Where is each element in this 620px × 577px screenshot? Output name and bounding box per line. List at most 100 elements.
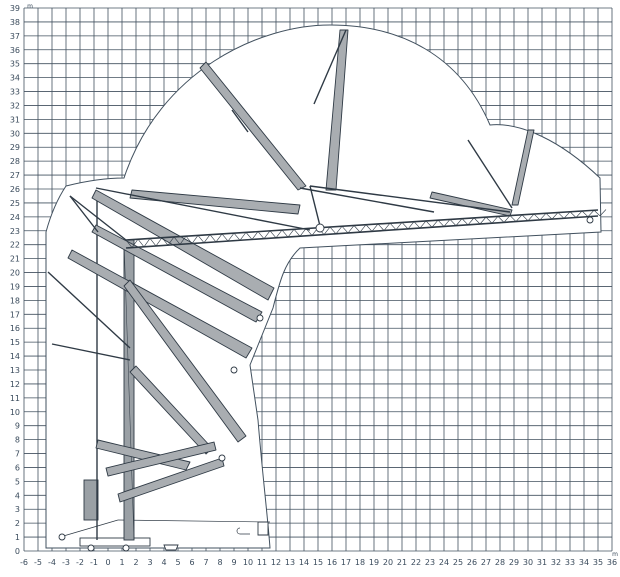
lattice-strut [287, 229, 295, 238]
y-tick-label: 32 [10, 101, 20, 110]
lattice-strut [179, 236, 187, 245]
lattice-strut [533, 213, 541, 221]
y-tick-label: 35 [10, 60, 20, 69]
lattice-strut [425, 220, 433, 228]
lattice-strut [503, 215, 511, 223]
x-tick-label: 25 [453, 558, 463, 567]
lattice-strut [149, 238, 157, 247]
lattice-strut [593, 210, 601, 217]
x-tick-label: 1 [119, 558, 124, 567]
lattice-strut [233, 232, 241, 241]
tie-rod-4 [51, 343, 131, 361]
x-tick-label: 35 [593, 558, 603, 567]
lattice-strut [581, 210, 589, 217]
jib-top-chord [125, 209, 599, 241]
boom-position-3 [67, 249, 253, 359]
jib-tie-left [95, 187, 311, 231]
y-tick-label: 25 [10, 199, 20, 208]
lattice-strut [167, 236, 175, 246]
boom-position-8 [325, 29, 349, 191]
y-tick-label: 30 [10, 129, 20, 138]
lattice-strut [509, 215, 517, 222]
y-tick-label: 1 [15, 533, 20, 542]
lattice-strut [131, 239, 139, 248]
x-tick-label: 5 [175, 558, 180, 567]
y-tick-label: 23 [10, 227, 20, 236]
boom-position-1 [91, 189, 275, 301]
lattice-strut [377, 223, 385, 231]
x-tick-label: -6 [20, 558, 28, 567]
y-tick-label: 16 [10, 324, 20, 333]
axis-ticks: -6 -5 -4 -3 -2 -1 0 1 2 3 4 5 6 7 8 9 10 11 12 13 14 15 16 17 18… [10, 3, 618, 567]
boom-position-4 [123, 279, 247, 443]
lattice-strut [545, 213, 553, 220]
lattice-strut [203, 234, 211, 243]
y-tick-label: 29 [10, 143, 20, 152]
lattice-strut [359, 224, 367, 233]
y-tick-label: 27 [10, 171, 20, 180]
outrigger-pad-right [163, 544, 179, 551]
lattice-strut [161, 237, 169, 246]
y-tick-label: 15 [10, 338, 20, 347]
lattice-strut [461, 218, 469, 226]
boom-position-12 [105, 441, 217, 477]
wheel-right [122, 544, 130, 552]
lattice-strut [401, 222, 409, 230]
crane-base [58, 479, 271, 552]
jib-bottom-chord [125, 215, 599, 249]
x-tick-label: -4 [48, 558, 56, 567]
lattice-strut [413, 221, 421, 229]
lattice-strut [245, 232, 253, 240]
lattice-strut [563, 211, 571, 219]
lattice-strut [137, 239, 145, 247]
tie-rod-5 [299, 187, 435, 213]
jib-lattice [125, 209, 607, 248]
boom-position-9 [511, 129, 535, 206]
y-tick-label: 7 [15, 450, 20, 459]
lattice-strut [587, 210, 595, 217]
boom-position-7 [199, 61, 307, 191]
x-tick-label: 30 [523, 558, 533, 567]
lattice-strut [155, 237, 163, 247]
y-tick-label: 6 [15, 463, 20, 472]
x-tick-label: 20 [383, 558, 393, 567]
lattice-strut [371, 223, 379, 232]
lattice-strut [323, 226, 331, 235]
lattice-strut [353, 225, 361, 233]
boom-positions [47, 29, 535, 503]
y-tick-label: 10 [10, 408, 20, 417]
lattice-strut [173, 236, 181, 245]
jib-peak [309, 185, 321, 227]
lattice-strut [221, 233, 229, 242]
y-tick-label: 24 [10, 213, 20, 222]
lattice-strut [527, 213, 535, 221]
y-tick-label: 4 [15, 491, 20, 500]
lattice-strut [455, 218, 463, 226]
x-tick-label: 33 [565, 558, 575, 567]
x-tick-label: 17 [341, 558, 351, 567]
lattice-strut [185, 235, 193, 244]
lattice-strut [485, 216, 493, 224]
x-tick-label: 10 [243, 558, 253, 567]
lattice-strut [575, 210, 583, 218]
y-tick-label: 13 [10, 366, 20, 375]
counterweight-stack [83, 479, 99, 521]
y-tick-label: 22 [10, 241, 20, 250]
lattice-strut [515, 214, 523, 222]
lattice-strut [251, 231, 259, 240]
lattice-strut [467, 217, 475, 226]
y-tick-label: 28 [10, 157, 20, 166]
outrigger-pad-left [58, 533, 66, 541]
trolley-ground [257, 521, 269, 536]
working-jib [95, 185, 607, 462]
lattice-strut [227, 232, 235, 242]
x-tick-label: 0 [105, 558, 110, 567]
x-tick-label: 27 [481, 558, 491, 567]
x-tick-label: 21 [397, 558, 407, 567]
x-tick-label: 31 [537, 558, 547, 567]
y-tick-label: 2 [15, 519, 20, 528]
lattice-strut [365, 224, 373, 232]
base-cable [117, 519, 271, 523]
x-tick-label: 36 [607, 558, 617, 567]
y-tick-label: 36 [10, 46, 20, 55]
